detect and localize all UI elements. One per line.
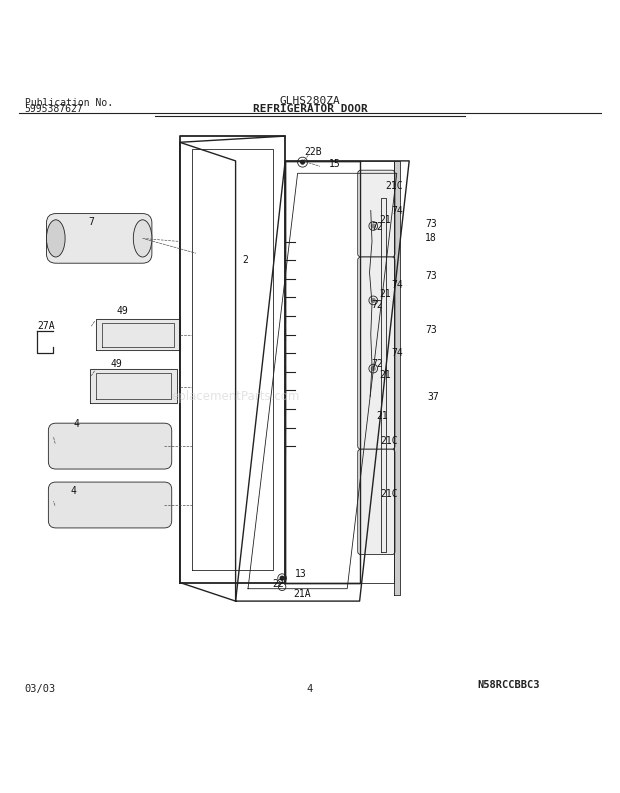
Text: GLHS280ZA: GLHS280ZA <box>280 96 340 106</box>
Text: 21A: 21A <box>294 588 311 599</box>
Text: 74: 74 <box>391 348 402 358</box>
Text: 4: 4 <box>307 684 313 694</box>
Text: N58RCCBBC3: N58RCCBBC3 <box>477 680 539 690</box>
Text: 22: 22 <box>272 580 283 589</box>
Text: 13: 13 <box>295 569 306 580</box>
Text: 27A: 27A <box>38 321 55 331</box>
Text: eplacementParts.com: eplacementParts.com <box>171 390 300 403</box>
Text: 72: 72 <box>371 222 383 232</box>
Polygon shape <box>394 161 400 595</box>
Text: 49: 49 <box>117 306 128 316</box>
Circle shape <box>371 224 375 228</box>
Polygon shape <box>381 198 386 551</box>
Text: 5995387627: 5995387627 <box>25 105 84 114</box>
Text: 22B: 22B <box>304 147 322 156</box>
Text: 4: 4 <box>70 486 76 496</box>
Text: 74: 74 <box>391 205 402 216</box>
Text: 4: 4 <box>73 419 79 429</box>
FancyBboxPatch shape <box>358 257 395 449</box>
Text: REFRIGERATOR DOOR: REFRIGERATOR DOOR <box>252 105 368 114</box>
Text: 73: 73 <box>425 219 436 229</box>
Circle shape <box>371 298 375 302</box>
Text: 03/03: 03/03 <box>25 684 56 694</box>
Text: 21: 21 <box>380 289 391 299</box>
Text: Publication No.: Publication No. <box>25 98 113 108</box>
FancyBboxPatch shape <box>358 170 395 257</box>
Text: 21C: 21C <box>381 436 398 446</box>
Ellipse shape <box>46 220 65 257</box>
Text: 21: 21 <box>380 370 391 380</box>
Circle shape <box>301 160 304 164</box>
Text: 49: 49 <box>110 358 122 369</box>
Circle shape <box>371 366 375 370</box>
FancyBboxPatch shape <box>46 213 152 263</box>
Text: 21: 21 <box>377 412 388 421</box>
Text: 74: 74 <box>391 280 402 290</box>
Text: 73: 73 <box>425 324 436 335</box>
Text: 21C: 21C <box>381 489 398 500</box>
Ellipse shape <box>133 220 152 257</box>
Text: 18: 18 <box>425 233 436 243</box>
Text: 37: 37 <box>427 392 438 401</box>
Polygon shape <box>90 369 177 403</box>
FancyBboxPatch shape <box>48 482 172 528</box>
FancyBboxPatch shape <box>358 449 395 554</box>
Text: 72: 72 <box>371 300 383 310</box>
Text: 7: 7 <box>89 216 95 227</box>
Text: 21: 21 <box>380 215 391 224</box>
Polygon shape <box>96 319 180 350</box>
Text: 21C: 21C <box>385 181 402 190</box>
FancyBboxPatch shape <box>48 423 172 469</box>
Text: 2: 2 <box>242 255 248 265</box>
Text: 15: 15 <box>329 159 340 169</box>
Circle shape <box>280 577 284 580</box>
Text: 72: 72 <box>371 358 383 369</box>
Text: 73: 73 <box>425 270 436 281</box>
